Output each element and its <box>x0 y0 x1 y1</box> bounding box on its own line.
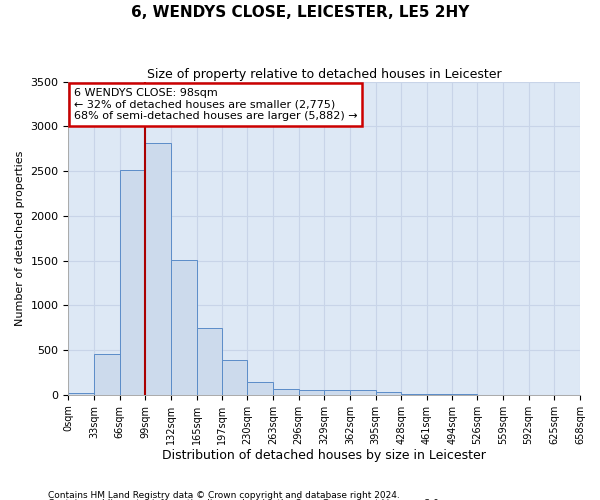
Bar <box>145 142 171 395</box>
Y-axis label: Number of detached properties: Number of detached properties <box>15 150 25 326</box>
Bar <box>171 260 197 395</box>
Text: Contains HM Land Registry data © Crown copyright and database right 2024.: Contains HM Land Registry data © Crown c… <box>48 490 400 500</box>
Bar <box>324 390 350 395</box>
Bar <box>120 170 145 395</box>
Bar <box>350 390 376 395</box>
X-axis label: Distribution of detached houses by size in Leicester: Distribution of detached houses by size … <box>162 450 486 462</box>
Bar <box>94 354 120 395</box>
Bar <box>299 390 324 395</box>
Bar <box>197 328 221 395</box>
Bar <box>68 393 94 395</box>
Bar <box>376 392 401 395</box>
Text: 6 WENDYS CLOSE: 98sqm
← 32% of detached houses are smaller (2,775)
68% of semi-d: 6 WENDYS CLOSE: 98sqm ← 32% of detached … <box>74 88 357 121</box>
Bar <box>273 388 299 395</box>
Bar <box>221 360 247 395</box>
Text: 6, WENDYS CLOSE, LEICESTER, LE5 2HY: 6, WENDYS CLOSE, LEICESTER, LE5 2HY <box>131 5 469 20</box>
Title: Size of property relative to detached houses in Leicester: Size of property relative to detached ho… <box>147 68 502 80</box>
Text: Contains public sector information licensed under the Open Government Licence v3: Contains public sector information licen… <box>48 499 442 500</box>
Bar <box>247 382 273 395</box>
